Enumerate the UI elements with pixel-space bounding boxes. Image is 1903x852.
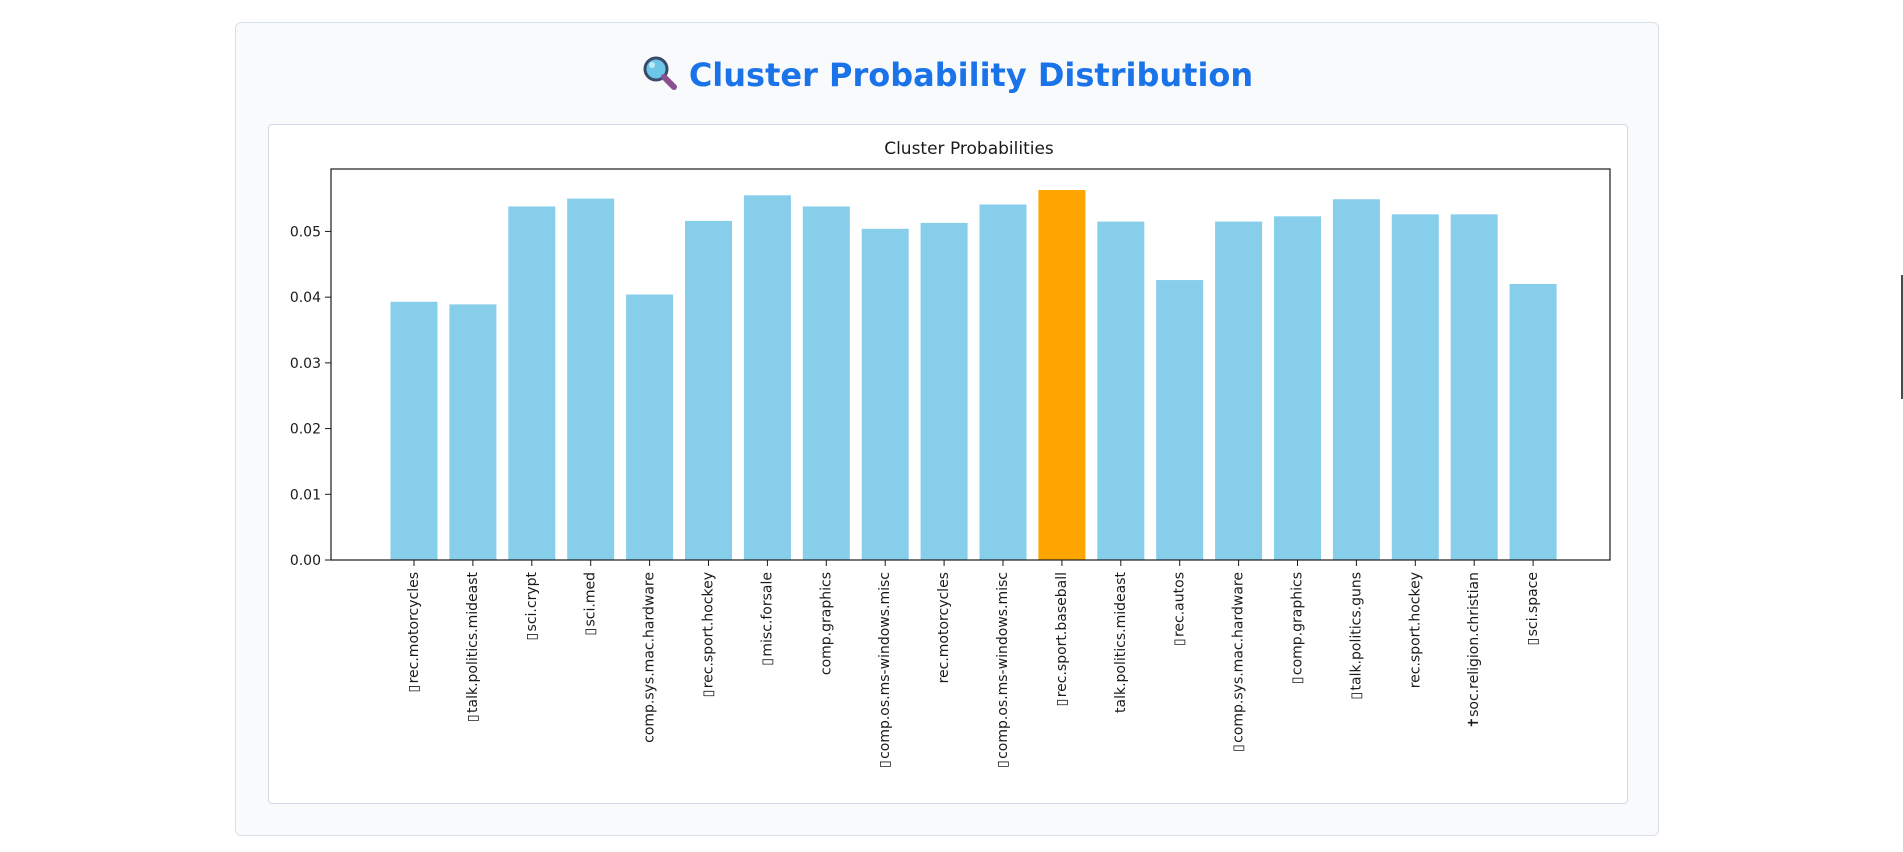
bar bbox=[567, 198, 615, 561]
x-tick-label: ✝soc.religion.christian bbox=[1466, 572, 1482, 729]
window-edge-scrollbar[interactable] bbox=[1901, 275, 1903, 399]
x-tick-label: ▯ sci.crypt bbox=[524, 571, 540, 640]
bar bbox=[920, 222, 968, 560]
x-tick-label: comp.sys.mac.hardware bbox=[642, 572, 658, 743]
bar bbox=[1215, 221, 1263, 561]
x-tick-label: talk.politics.mideast bbox=[1113, 572, 1129, 713]
x-tick-label: rec.motorcycles bbox=[936, 572, 952, 683]
bar bbox=[1391, 214, 1439, 560]
x-tick-label: ▯ rec.sport.hockey bbox=[701, 572, 717, 697]
chart-title: Cluster Probabilities bbox=[884, 139, 1054, 159]
bar bbox=[1274, 216, 1321, 561]
bar bbox=[802, 206, 850, 560]
bar bbox=[1509, 284, 1557, 560]
page-title-text: Cluster Probability Distribution bbox=[688, 56, 1254, 94]
x-tick-label: ▯ rec.sport.baseball bbox=[1054, 572, 1070, 706]
x-tick-label: ▯ comp.os.ms-windows.misc bbox=[995, 572, 1011, 768]
bar bbox=[861, 228, 909, 561]
plot-area-border bbox=[330, 168, 1611, 561]
bar bbox=[1097, 221, 1145, 561]
bar bbox=[979, 204, 1027, 560]
x-tick-label: ▯ comp.graphics bbox=[1290, 572, 1306, 684]
x-tick-label: ▯ talk.politics.guns bbox=[1348, 572, 1364, 700]
x-tick-label: ▯ rec.motorcycles bbox=[406, 572, 422, 693]
plot-frame: Cluster Probabilities 0.00 0.01 0.02 0.03 0.… bbox=[268, 124, 1628, 804]
bar bbox=[508, 206, 556, 560]
bar bbox=[449, 304, 497, 560]
y-tick-label: 0.05 bbox=[290, 224, 321, 240]
bar bbox=[1450, 214, 1498, 560]
x-tick-label: ▯ comp.os.ms-windows.misc bbox=[877, 572, 893, 768]
x-tick-label: ▯ talk.politics.mideast bbox=[465, 571, 481, 722]
x-tick-label: ▯ sci.med bbox=[583, 572, 599, 636]
y-tick-label: 0.02 bbox=[290, 422, 321, 438]
y-tick-label: 0.04 bbox=[290, 290, 321, 306]
y-tick-label: 0.01 bbox=[290, 487, 321, 503]
bar bbox=[626, 294, 674, 560]
cluster-probability-chart: Cluster Probabilities 0.00 0.01 0.02 0.03 0.… bbox=[290, 139, 1611, 768]
bar bbox=[1156, 280, 1204, 560]
x-tick-label: ▯ rec.autos bbox=[1172, 572, 1188, 646]
x-tick-label: rec.sport.hockey bbox=[1407, 572, 1423, 688]
x-tick-label: ▯ misc.forsale bbox=[759, 572, 775, 666]
bar-highlighted bbox=[1038, 190, 1086, 560]
x-tick-label: ▯ comp.sys.mac.hardware bbox=[1231, 572, 1247, 752]
bar bbox=[685, 220, 732, 560]
y-tick-label: 0.03 bbox=[290, 356, 321, 372]
magnifying-glass-icon bbox=[641, 54, 679, 92]
y-tick-label: 0.00 bbox=[290, 553, 321, 569]
page-title: Cluster Probability Distribution bbox=[236, 53, 1658, 97]
x-tick-label: comp.graphics bbox=[818, 572, 834, 675]
cluster-probability-card: Cluster Probability Distribution Cluster… bbox=[235, 22, 1659, 836]
bar bbox=[743, 195, 791, 560]
x-tick-label: ▯ sci.space bbox=[1525, 572, 1541, 646]
bar bbox=[1332, 199, 1380, 560]
bar bbox=[390, 301, 438, 560]
